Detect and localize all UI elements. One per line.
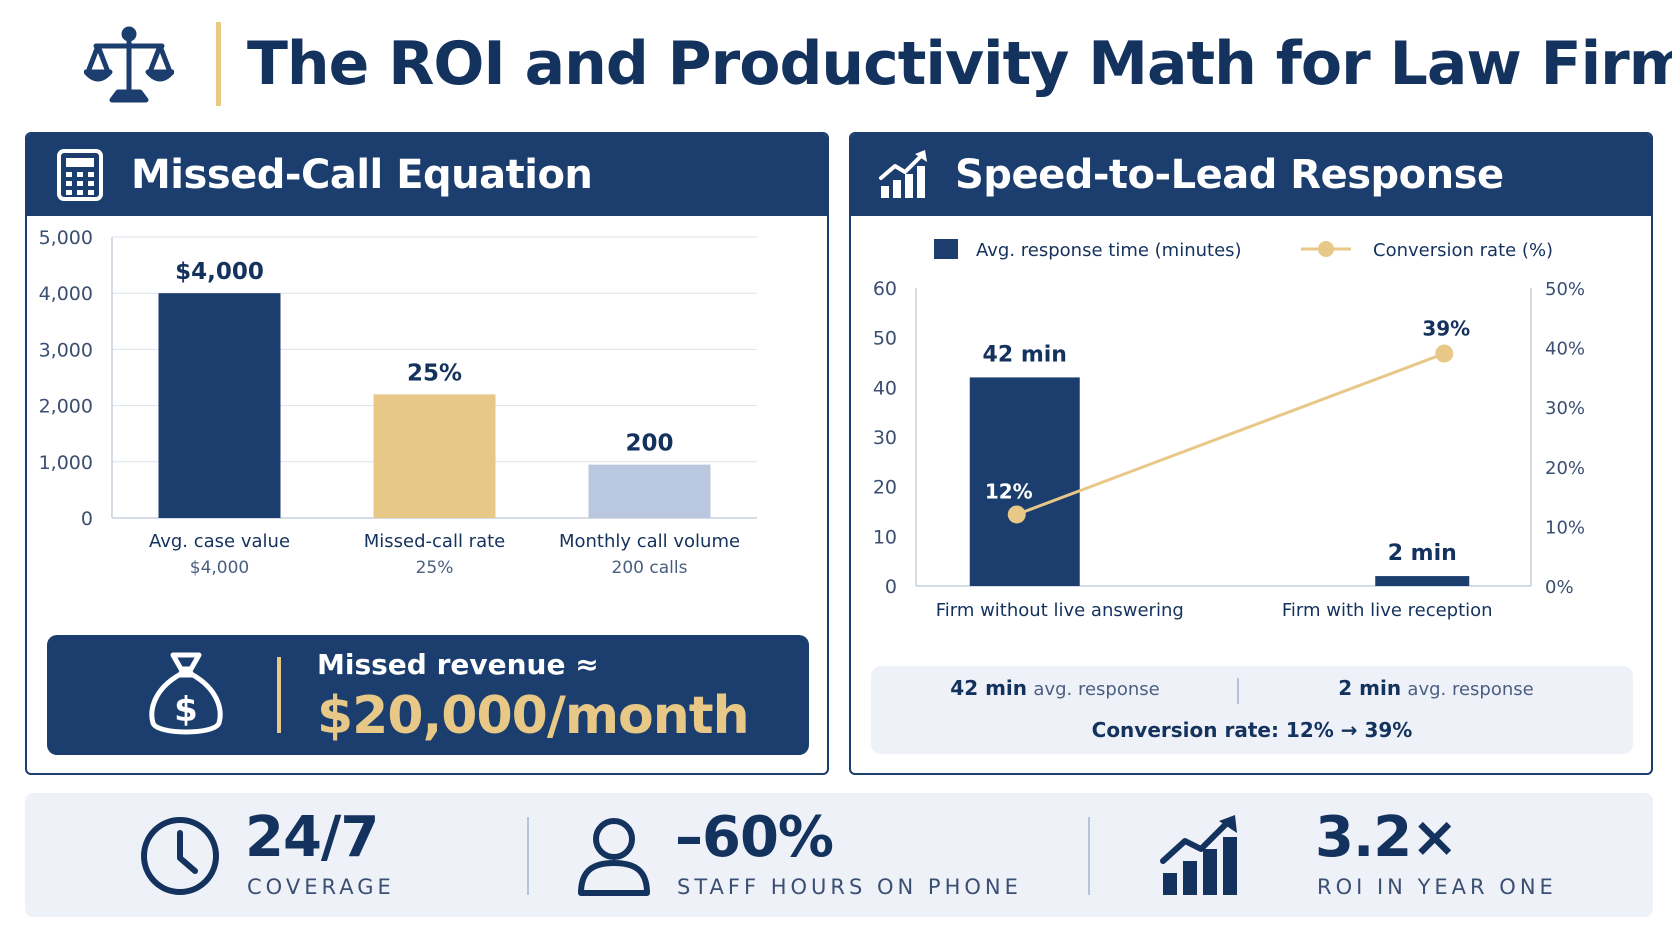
growth-chart-icon [879,150,927,198]
stat-coverage-value: 24/7 [245,805,379,870]
y-tick-label: 2,000 [39,396,93,418]
y-left-tick-label: 20 [873,477,897,499]
stat-staff-hours-label: STAFF HOURS ON PHONE [677,875,1022,899]
bar-data-label: $4,000 [175,259,264,285]
y-right-tick-label: 30% [1545,398,1585,419]
y-tick-label: 4,000 [39,283,93,305]
conversion-line [1016,352,1445,516]
x-tick-label: Monthly call volume [559,531,740,552]
bar-data-label: 200 [625,431,673,457]
stat-roi-value: 3.2× [1315,805,1458,870]
bar [373,394,496,518]
missed-call-panel-header: Missed-Call Equation [27,134,827,216]
y-left-tick-label: 60 [873,278,897,300]
missed-revenue-value: $20,000/month [317,686,750,746]
compare-right-suffix: avg. response [1407,679,1534,700]
scale-icon [84,26,174,103]
growth-chart-icon [1160,815,1237,895]
stats-bar: 24/7 COVERAGE –60% STAFF HOURS ON PHONE … [25,793,1653,917]
conversion-rate-text: Conversion rate: 12% → 39% [1091,718,1413,742]
compare-left-value: 42 min [950,676,1028,700]
x-tick-label: Avg. case value [149,531,290,552]
line-point [1007,505,1026,524]
missed-call-panel: Missed-Call Equation 0 1,000 2,000 3,000 4,0… [25,132,829,775]
stat-roi: 3.2× ROI IN YEAR ONE [1115,793,1635,917]
compare-left: 42 min avg. response [871,674,1239,704]
line-data-label: 39% [1422,317,1470,341]
bar [158,293,281,518]
y-right-tick-label: 50% [1545,279,1585,300]
compare-left-suffix: avg. response [1033,679,1160,700]
y-right-tick-label: 0% [1545,577,1574,598]
stat-staff-hours-value: –60% [675,805,834,870]
legend-label-response-time: Avg. response time (minutes) [976,240,1242,261]
response-compare-box: 42 min avg. response 2 min avg. response… [871,666,1633,754]
stat-roi-label: ROI IN YEAR ONE [1317,875,1557,899]
missed-revenue-box: $ Missed revenue ≈ $20,000/month [47,635,809,755]
y-tick-label: 0 [81,508,93,530]
compare-right: 2 min avg. response [1239,674,1633,704]
x-tick-sublabel: 25% [416,558,454,578]
missed-revenue-label: Missed revenue ≈ [317,648,599,681]
y-tick-label: 3,000 [39,339,93,361]
speed-to-lead-panel-header: Speed-to-Lead Response [851,134,1651,216]
legend-label-conversion: Conversion rate (%) [1373,240,1553,261]
y-right-tick-label: 40% [1545,339,1585,360]
y-right-tick-label: 20% [1545,458,1585,479]
x-tick-label: Firm with live reception [1282,600,1493,621]
y-left-tick-label: 30 [873,427,897,449]
stats-divider [527,817,529,895]
stat-coverage-label: COVERAGE [247,875,395,899]
stat-staff-hours: –60% STAFF HOURS ON PHONE [555,793,1055,917]
y-tick-label: 5,000 [39,227,93,249]
revenue-divider [277,657,281,733]
bar-data-label: 25% [407,360,462,386]
clock-icon [141,817,219,895]
x-tick-label: Missed-call rate [364,531,506,552]
missed-call-bar-chart: 0 1,000 2,000 3,000 4,000 5,000 $4,000 25% 200 … [39,227,757,578]
calculator-icon [57,149,103,201]
speed-to-lead-title: Speed-to-Lead Response [955,152,1504,198]
bar [1375,576,1470,586]
bar-data-label: 2 min [1388,541,1457,566]
speed-to-lead-panel: Speed-to-Lead Response Avg. response tim… [849,132,1653,775]
page-header: The ROI and Productivity Math for Law Fi… [0,0,1672,128]
y-right-tick-label: 10% [1545,517,1585,538]
missed-call-title: Missed-Call Equation [131,152,593,198]
stat-coverage: 24/7 COVERAGE [25,793,495,917]
compare-right-value: 2 min [1338,676,1402,700]
speed-to-lead-combo-chart: Avg. response time (minutes) Conversion r… [873,239,1585,621]
bar-data-label: 42 min [983,342,1067,367]
user-icon [578,818,650,896]
x-tick-sublabel: $4,000 [190,558,249,578]
y-left-tick-label: 0 [885,576,897,598]
stats-divider [1088,817,1090,895]
svg-text:$: $ [174,690,198,730]
y-left-tick-label: 40 [873,377,897,399]
money-bag-icon: $ [149,652,223,735]
y-left-tick-label: 10 [873,526,897,548]
x-tick-label: Firm without live answering [936,600,1184,621]
x-tick-sublabel: 200 calls [612,558,688,578]
bar [588,464,711,518]
y-tick-label: 1,000 [39,452,93,474]
header-divider [216,22,221,106]
compare-divider [1237,678,1239,704]
line-data-label: 12% [985,479,1033,503]
bar [969,377,1080,586]
legend-marker-conversion [1318,241,1334,257]
page-title: The ROI and Productivity Math for Law Fi… [247,29,1672,99]
legend-swatch-response-time [934,239,958,259]
y-left-tick-label: 50 [873,328,897,350]
line-point [1435,344,1454,363]
